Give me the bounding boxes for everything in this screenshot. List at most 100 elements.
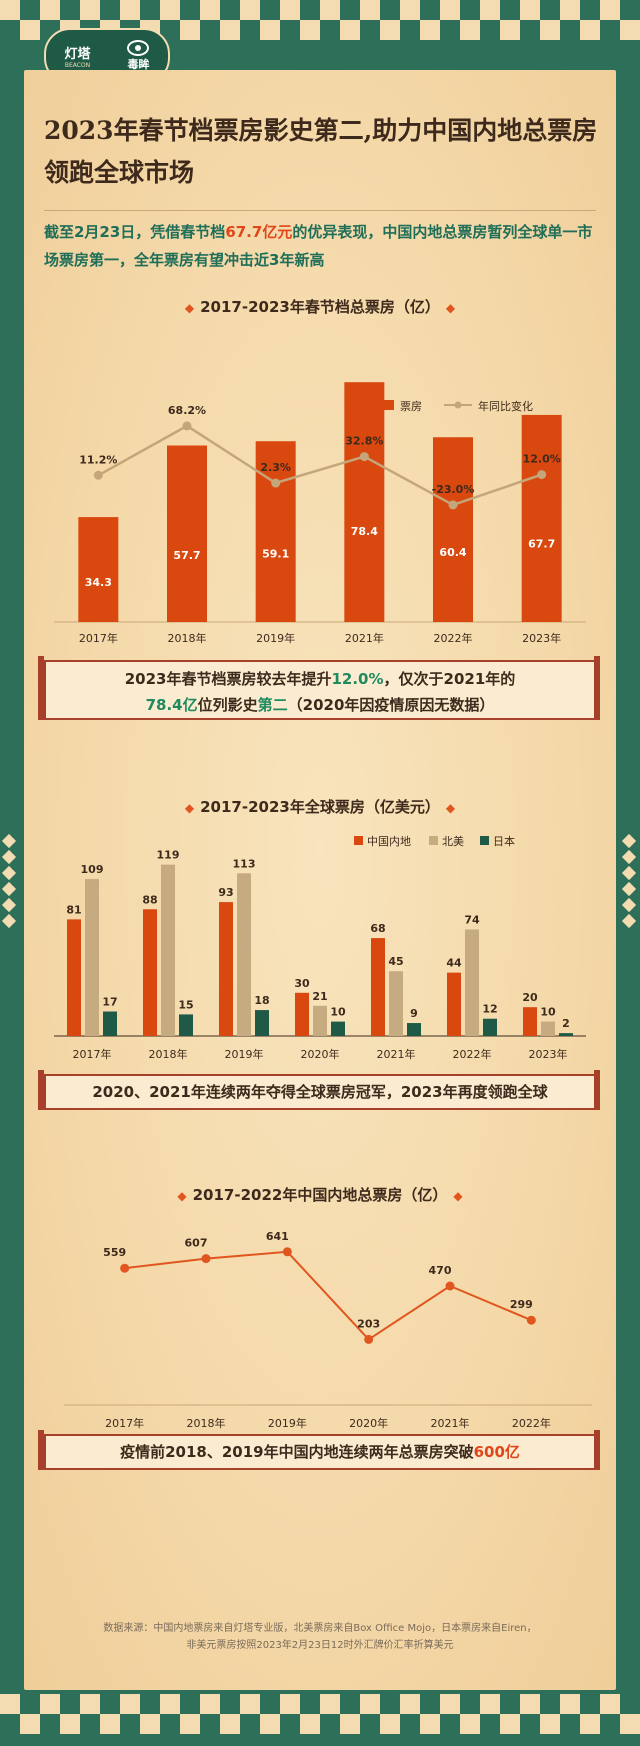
yoy-line	[97, 424, 543, 507]
x-tick-label: 2019年	[256, 631, 295, 645]
beacon-logo-cn: 灯塔	[64, 47, 91, 62]
line-point	[201, 1254, 211, 1264]
x-tick-label: 2020年	[349, 1416, 388, 1430]
yoy-point	[271, 478, 281, 488]
bar-0	[219, 902, 233, 1036]
bar-2	[331, 1021, 345, 1036]
bar-2	[407, 1023, 421, 1036]
legend-swatch-1	[429, 836, 438, 845]
checker-border-bottom	[0, 1694, 640, 1734]
bar-value-label: 44	[446, 957, 462, 970]
bar-1	[541, 1021, 555, 1036]
bar-value-label: 17	[102, 996, 117, 1009]
bar-1	[85, 879, 99, 1036]
line-point	[364, 1334, 374, 1344]
chart1-title: ◆ 2017-2023年春节档总票房（亿） ◆	[184, 298, 456, 316]
bar-1	[389, 971, 403, 1036]
bar-value-label: 45	[388, 955, 403, 968]
line-value-label: 607	[185, 1237, 208, 1250]
bar-value-label: 109	[81, 863, 104, 876]
legend-label-2: 日本	[493, 834, 515, 848]
chart2-global-box-office: 中国内地 北美 日本81109172017年88119152018年93113182…	[54, 834, 586, 1061]
callout3-highlight: 600亿	[473, 1443, 520, 1461]
bar-box-office	[433, 437, 473, 622]
x-tick-label: 2018年	[149, 1047, 188, 1061]
x-tick-label: 2023年	[522, 631, 561, 645]
x-tick-label: 2017年	[79, 631, 118, 645]
bar-value-label: 34.3	[85, 576, 112, 589]
yoy-label: 68.2%	[168, 404, 206, 417]
bar-box-office	[521, 414, 562, 622]
bar-value-label: 20	[522, 991, 538, 1004]
bar-2	[179, 1014, 193, 1036]
yoy-label: 11.2%	[79, 453, 117, 466]
bar-value-label: 88	[142, 893, 157, 906]
x-tick-label: 2018年	[187, 1416, 226, 1430]
bar-1	[313, 1005, 327, 1036]
bar-box-office	[344, 382, 385, 622]
x-tick-label: 2017年	[73, 1047, 112, 1061]
bar-value-label: 59.1	[262, 547, 289, 560]
source-line-2: 非美元票房按照2023年2月23日12时外汇牌价汇率折算美元	[186, 1640, 454, 1651]
subtitle-highlight: 67.7亿元	[225, 223, 293, 241]
bar-box-office	[78, 517, 119, 622]
page-title: 2023年春节档票房影史第二,助力中国内地总票房领跑全球市场	[44, 116, 598, 187]
yoy-point	[448, 500, 458, 510]
bar-2	[483, 1018, 497, 1036]
yoy-label: 12.0%	[523, 453, 561, 466]
x-tick-label: 2020年	[301, 1047, 340, 1061]
bar-0	[67, 919, 81, 1036]
legend-swatch-2	[480, 836, 489, 845]
callout3-text: 疫情前2018、2019年中国内地连续两年总票房突破	[120, 1443, 474, 1461]
bar-0	[523, 1007, 537, 1036]
callout-china: 疫情前2018、2019年中国内地连续两年总票房突破600亿	[38, 1430, 600, 1470]
bar-value-label: 15	[178, 998, 193, 1011]
callout-global: 2020、2021年连续两年夺得全球票房冠军，2023年再度领跑全球	[38, 1070, 600, 1110]
bar-0	[371, 938, 385, 1036]
dumou-logo-text: 毒眸	[127, 58, 150, 71]
x-tick-label: 2022年	[434, 631, 473, 645]
x-tick-label: 2017年	[105, 1416, 144, 1430]
bar-0	[143, 909, 157, 1036]
bar-value-label: 2	[562, 1017, 570, 1030]
bar-value-label: 12	[482, 1003, 497, 1016]
chart3-china-annual-box-office: 559 2017年 607 2018年 641 2019年 203 2020年 470 2021年…	[64, 1230, 592, 1430]
bar-value-label: 30	[294, 977, 310, 990]
chart3-title-text: 2017-2022年中国内地总票房（亿）	[192, 1186, 448, 1204]
bar-1	[465, 929, 479, 1036]
yoy-label: -23.0%	[432, 483, 475, 496]
legend-label-yoy: 年同比变化	[478, 399, 533, 413]
bar-value-label: 18	[254, 994, 269, 1007]
chart1-spring-festival-box-office: 票房 年同比变化 34.3 2017年 57.7 2018年 59.1 2019年 78.4 20…	[54, 382, 586, 645]
beacon-logo-en: BEACON	[64, 62, 91, 69]
bar-2	[255, 1010, 269, 1036]
chart1-title-text: 2017-2023年春节档总票房（亿）	[200, 298, 440, 316]
bar-0	[295, 992, 309, 1036]
line-value-label: 299	[510, 1298, 533, 1311]
content-card: 2023年春节档票房影史第二,助力中国内地总票房领跑全球市场 截至2月23日，凭…	[24, 70, 616, 1690]
source-line-1: 数据来源：中国内地票房来自灯塔专业版，北美票房来自Box Office Mojo…	[103, 1623, 537, 1634]
chart2-title-text: 2017-2023年全球票房（亿美元）	[200, 798, 440, 816]
bar-value-label: 10	[330, 1006, 346, 1019]
line-point	[120, 1263, 130, 1273]
yoy-label: 2.3%	[260, 461, 291, 474]
bar-value-label: 60.4	[439, 546, 466, 559]
chart3-title: ◆ 2017-2022年中国内地总票房（亿） ◆	[177, 1186, 463, 1204]
yoy-point	[93, 470, 103, 480]
legend-marker-yoy	[454, 401, 462, 409]
subtitle-part-2: 的优异表现，中国内地总票房暂列全球单一市场票房第一，全年票房有望冲击近3年新高	[44, 223, 593, 269]
x-tick-label: 2021年	[377, 1047, 416, 1061]
legend-swatch-0	[354, 836, 363, 845]
bar-value-label: 119	[157, 849, 180, 862]
x-tick-label: 2021年	[431, 1416, 470, 1430]
x-tick-label: 2019年	[268, 1416, 307, 1430]
bar-value-label: 9	[410, 1007, 418, 1020]
bar-value-label: 93	[218, 886, 233, 899]
title-divider	[44, 210, 596, 211]
legend-label-1: 北美	[442, 835, 464, 848]
yoy-point	[182, 421, 192, 431]
subtitle-part-1: 截至2月23日，凭借春节档	[44, 223, 226, 241]
bar-0	[447, 972, 461, 1036]
callout1-line2: 78.4亿位列影史第二（2020年因疫情原因无数据）	[145, 696, 495, 714]
bar-value-label: 67.7	[528, 537, 555, 550]
